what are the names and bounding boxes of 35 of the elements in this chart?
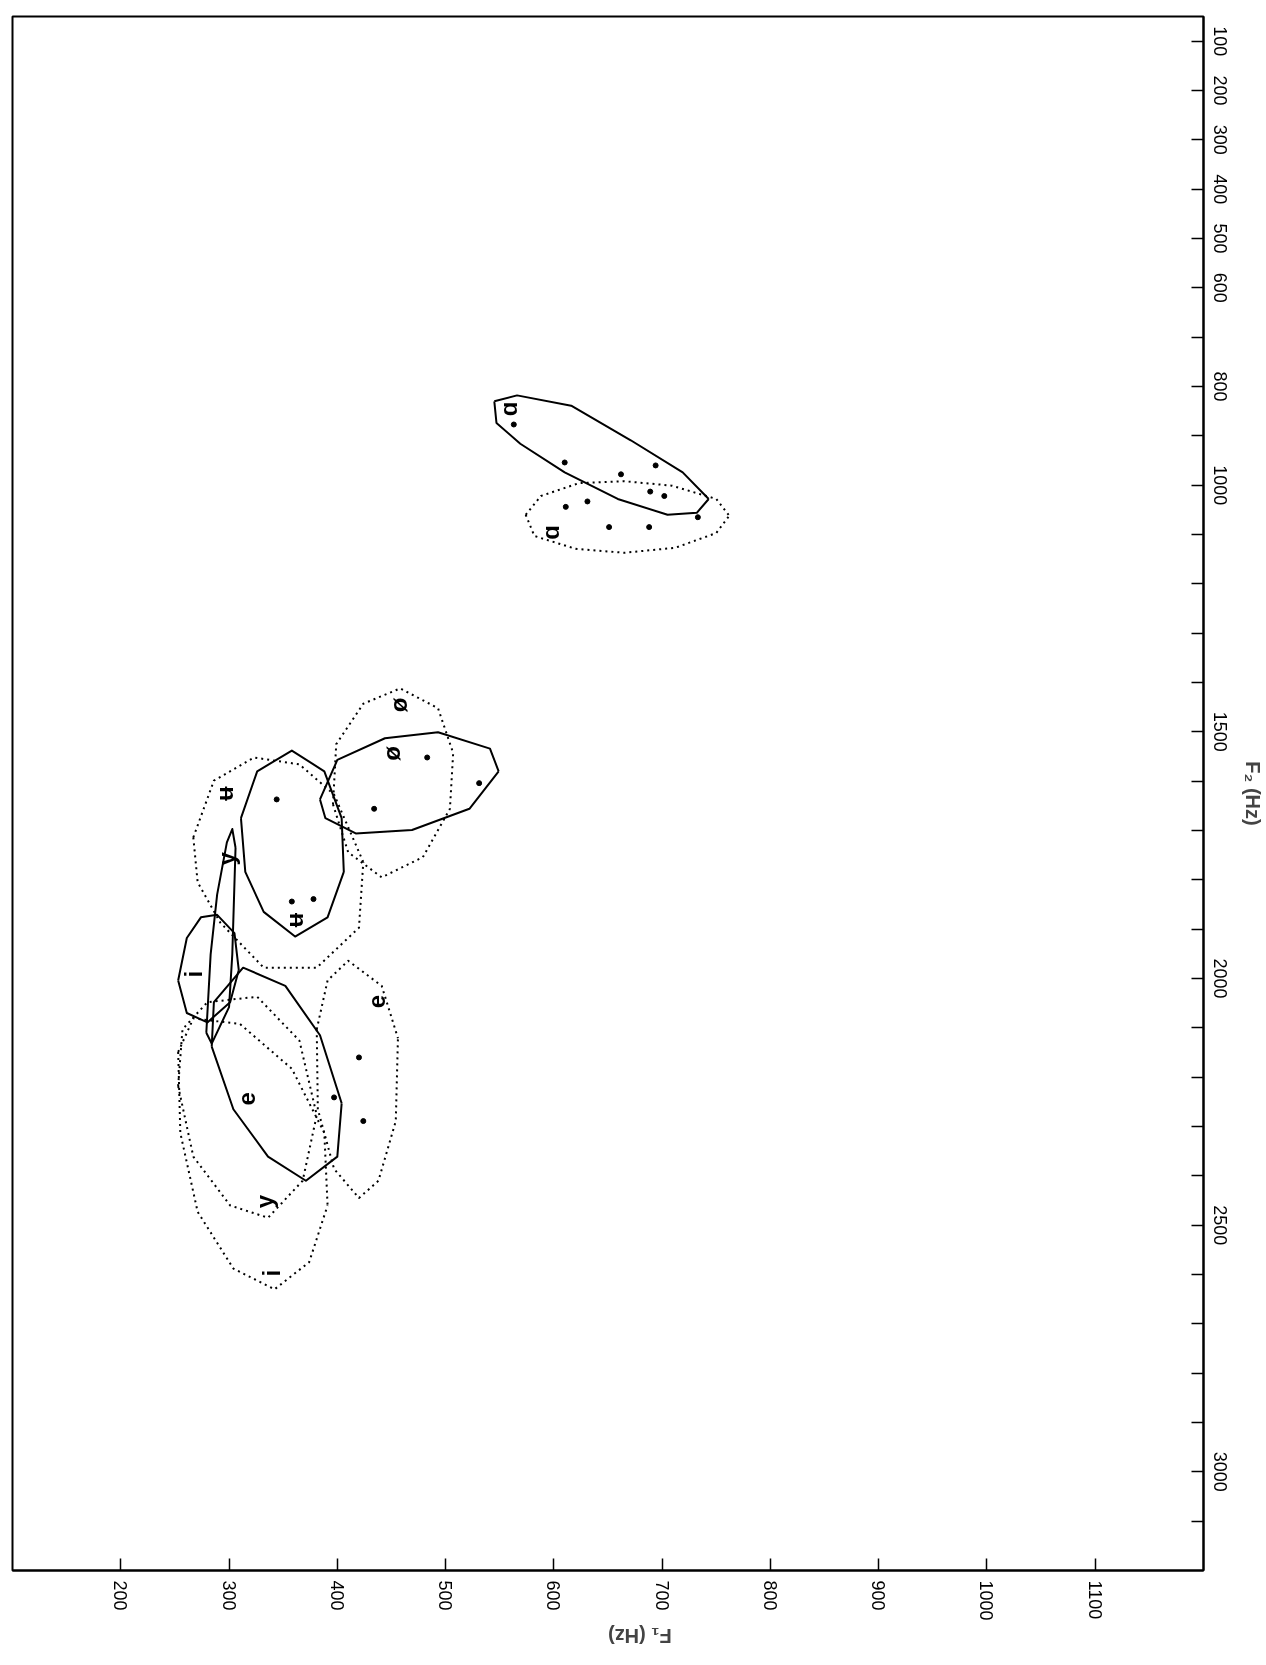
x-tick-label: 1100 (1084, 1580, 1105, 1620)
y-tick-label: 600 (1209, 272, 1230, 303)
y-tick-label: 3000 (1209, 1451, 1230, 1492)
x-tick-label: 900 (868, 1580, 889, 1611)
y-tick-label: 100 (1209, 26, 1230, 57)
y-tick-label: 400 (1209, 174, 1230, 205)
x-tick-label: 1000 (976, 1580, 997, 1621)
text: e (232, 1092, 260, 1106)
y-axis-title: F₂ (Hz) (1241, 761, 1264, 826)
y-tick-label: 200 (1209, 75, 1230, 106)
text: y (251, 1194, 279, 1209)
y-tick-label: 500 (1209, 223, 1230, 254)
x-tick-label: 700 (651, 1580, 672, 1611)
text: i (258, 1269, 286, 1277)
y-tick-label: 2000 (1209, 958, 1230, 999)
text: ɑ (495, 401, 523, 417)
x-tick-label: 400 (326, 1580, 347, 1611)
y-tick-label: 2500 (1209, 1205, 1230, 1246)
text: ø (377, 745, 405, 761)
y-tick-label: 300 (1209, 124, 1230, 155)
x-tick-label: 200 (110, 1580, 131, 1611)
x-axis-title: F₁ (Hz) (608, 1624, 672, 1647)
x-tick-label: 300 (218, 1580, 239, 1611)
x-tick-label: 600 (543, 1580, 564, 1611)
y-tick-label: 1500 (1209, 711, 1230, 752)
text: ʉ (210, 786, 238, 801)
y-tick-label: 1000 (1209, 465, 1230, 506)
x-tick-label: 500 (435, 1580, 456, 1611)
text: ɑ (536, 525, 564, 540)
x-tick-label: 800 (759, 1580, 780, 1611)
text: ʉ (281, 912, 309, 928)
text: e (363, 994, 391, 1009)
y-tick-label: 800 (1209, 371, 1230, 402)
text: ø (385, 697, 413, 713)
text: i (179, 970, 207, 978)
